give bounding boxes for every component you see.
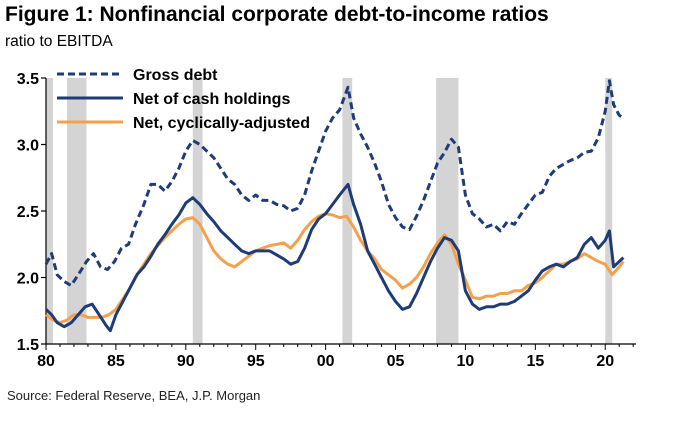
x-tick-label: 00 (317, 353, 335, 370)
recession-band-5 (436, 78, 459, 344)
recession-band-1 (46, 78, 53, 344)
source-note: Source: Federal Reserve, BEA, J.P. Morga… (7, 388, 261, 403)
series-lines (44, 79, 625, 333)
x-tick-label: 85 (107, 353, 125, 370)
recession-bands (46, 78, 613, 344)
y-tick-label: 1.5 (17, 337, 39, 354)
recession-band-2 (66, 78, 87, 344)
x-tick-label: 80 (37, 353, 55, 370)
legend-label-net-cyclically-adjusted: Net, cyclically-adjusted (133, 115, 310, 132)
x-tick-label: 05 (387, 353, 405, 370)
y-tick-label: 2.0 (17, 271, 39, 288)
y-tick-label: 3.0 (17, 138, 39, 155)
y-tick-label: 2.5 (17, 204, 39, 221)
recession-band-6 (605, 78, 613, 344)
y-tick-label: 3.5 (17, 71, 39, 88)
chart-title: Figure 1: Nonfinancial corporate debt-to… (5, 3, 549, 26)
series-line-gross-debt (44, 79, 625, 287)
x-tick-label: 90 (177, 353, 195, 370)
x-tick-label: 20 (596, 353, 614, 370)
recession-band-4 (342, 78, 353, 344)
legend-label-net-of-cash-holdings: Net of cash holdings (133, 91, 290, 108)
series-line-net-of-cash-holdings (44, 182, 625, 333)
axes: 1.5 2.0 2.5 3.0 3.5 80 85 90 95 00 05 10 15 20 (17, 71, 636, 370)
x-tick-label: 95 (247, 353, 265, 370)
series-line-net-cyclically-adjusted (45, 212, 625, 325)
legend-label-gross-debt: Gross debt (133, 67, 218, 84)
x-tick-label: 15 (526, 353, 544, 370)
x-tick-label: 10 (457, 353, 475, 370)
legend: Gross debt Net of cash holdings Net, cycli… (57, 67, 310, 132)
chart-subtitle: ratio to EBITDA (5, 33, 113, 50)
recession-band-3 (192, 78, 203, 344)
